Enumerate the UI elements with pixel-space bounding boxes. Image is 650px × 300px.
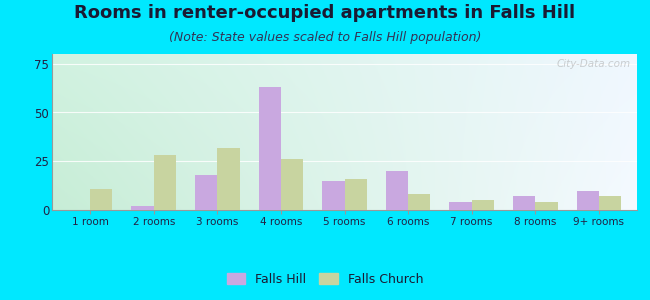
Bar bbox=[577, 190, 599, 210]
Bar bbox=[599, 196, 621, 210]
Text: Rooms in renter-occupied apartments in Falls Hill: Rooms in renter-occupied apartments in F… bbox=[75, 4, 575, 22]
Bar bbox=[154, 155, 176, 210]
Bar bbox=[408, 194, 430, 210]
Bar bbox=[322, 181, 344, 210]
Bar bbox=[217, 148, 240, 210]
Bar bbox=[472, 200, 494, 210]
Bar bbox=[131, 206, 154, 210]
Bar bbox=[513, 196, 535, 210]
Legend: Falls Hill, Falls Church: Falls Hill, Falls Church bbox=[222, 268, 428, 291]
Bar bbox=[281, 159, 303, 210]
Text: (Note: State values scaled to Falls Hill population): (Note: State values scaled to Falls Hill… bbox=[169, 32, 481, 44]
Text: City-Data.com: City-Data.com bbox=[557, 59, 631, 69]
Bar bbox=[535, 202, 558, 210]
Bar bbox=[195, 175, 217, 210]
Bar bbox=[90, 189, 112, 210]
Bar bbox=[259, 87, 281, 210]
Bar bbox=[386, 171, 408, 210]
Bar bbox=[449, 202, 472, 210]
Bar bbox=[344, 179, 367, 210]
